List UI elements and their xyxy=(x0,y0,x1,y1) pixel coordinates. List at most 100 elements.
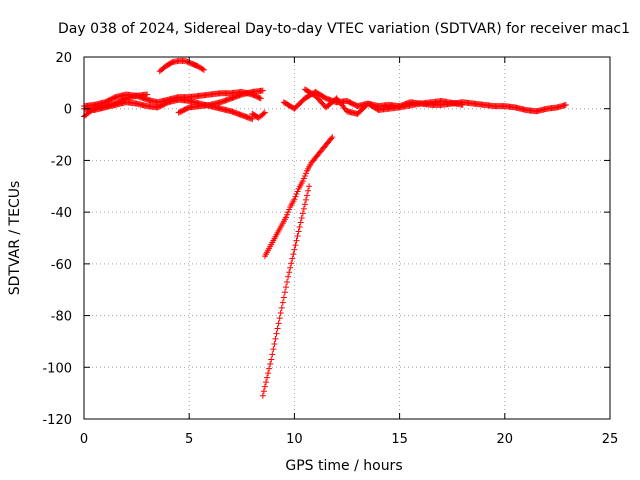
x-axis-label: GPS time / hours xyxy=(285,458,402,474)
data-point xyxy=(181,57,188,64)
data-point xyxy=(262,379,269,386)
data-point xyxy=(291,246,298,253)
data-point xyxy=(293,237,300,244)
plot-frame xyxy=(83,56,611,420)
data-point xyxy=(293,191,300,198)
data-point xyxy=(272,335,279,342)
data-point xyxy=(301,172,308,179)
series-track-drop-b xyxy=(259,183,313,399)
y-tick-label: -20 xyxy=(51,154,72,169)
data-point xyxy=(295,228,302,235)
data-point xyxy=(261,383,268,390)
data-point xyxy=(281,289,288,296)
data-point xyxy=(287,264,294,271)
data-point xyxy=(286,206,293,213)
x-tick-label: 0 xyxy=(80,432,88,447)
x-tick-label: 25 xyxy=(602,432,619,447)
data-point xyxy=(292,242,299,249)
data-point xyxy=(274,325,281,332)
data-point xyxy=(294,188,301,195)
data-point xyxy=(264,374,271,381)
y-tick-label: -120 xyxy=(42,413,72,428)
x-tick-label: 5 xyxy=(185,432,193,447)
chart-title: Day 038 of 2024, Sidereal Day-to-day VTE… xyxy=(58,21,630,37)
data-point xyxy=(294,233,301,240)
data-point xyxy=(301,201,308,208)
series-track-near-zero-c xyxy=(81,91,151,120)
data-point xyxy=(304,192,311,199)
data-point xyxy=(280,294,287,301)
data-point xyxy=(279,299,286,306)
data-point xyxy=(282,214,289,221)
data-point xyxy=(299,210,306,217)
data-point xyxy=(267,361,274,368)
data-point xyxy=(300,175,307,182)
data-point xyxy=(282,284,289,291)
data-point xyxy=(270,346,277,353)
data-point xyxy=(261,109,268,116)
data-point xyxy=(260,110,267,117)
data-point xyxy=(259,392,266,399)
data-point xyxy=(269,351,276,358)
data-point xyxy=(271,341,278,348)
series-track-peak xyxy=(156,57,207,75)
data-point xyxy=(299,178,306,185)
plot-area xyxy=(81,57,569,399)
data-point xyxy=(249,116,256,123)
data-point xyxy=(285,273,292,280)
axes: 0 5 10 15 20 25 20 0 -20 -40 -60 -80 -100 -120 xyxy=(42,51,618,447)
data-point xyxy=(328,135,335,142)
data-point xyxy=(296,224,303,231)
data-point xyxy=(284,278,291,285)
data-point xyxy=(302,196,309,203)
data-point xyxy=(289,255,296,262)
data-point xyxy=(256,94,263,101)
series-track-near-zero-e xyxy=(249,109,268,121)
data-point xyxy=(329,134,336,141)
data-point xyxy=(306,183,313,190)
data-point xyxy=(284,211,291,218)
series-track-afternoon-b xyxy=(301,86,466,117)
series-track-drop-a xyxy=(261,134,336,260)
data-point xyxy=(268,356,275,363)
data-point xyxy=(266,365,273,372)
data-point xyxy=(277,309,284,316)
data-point xyxy=(199,66,206,73)
x-tick-label: 10 xyxy=(286,432,303,447)
data-point xyxy=(276,315,283,322)
data-point xyxy=(183,58,190,65)
series-track-near-zero-d xyxy=(175,87,266,116)
data-point xyxy=(265,370,272,377)
data-point xyxy=(562,101,569,108)
data-point xyxy=(257,95,264,102)
data-point xyxy=(297,219,304,226)
x-tick-label: 20 xyxy=(497,432,514,447)
data-point xyxy=(285,209,292,216)
y-axis-label: SDTVAR / TECUs xyxy=(7,181,23,296)
data-point xyxy=(273,330,280,337)
data-point xyxy=(260,388,267,395)
data-point xyxy=(259,87,266,94)
gridlines xyxy=(84,57,610,419)
y-tick-label: -40 xyxy=(51,206,72,221)
data-point xyxy=(291,196,298,203)
y-tick-label: -60 xyxy=(51,258,72,273)
y-tick-label: 20 xyxy=(55,51,72,66)
y-tick-label: -80 xyxy=(51,310,72,325)
data-point xyxy=(305,187,312,194)
data-point xyxy=(144,91,151,98)
y-tick-label: -100 xyxy=(42,361,72,376)
data-point xyxy=(278,304,285,311)
data-point xyxy=(292,193,299,200)
data-point xyxy=(300,205,307,212)
data-point xyxy=(200,66,207,73)
data-point xyxy=(275,320,282,327)
data-point xyxy=(302,170,309,177)
data-point xyxy=(288,260,295,267)
data-point xyxy=(286,269,293,276)
y-tick-label: 0 xyxy=(64,103,72,118)
data-point xyxy=(290,251,297,258)
x-tick-label: 15 xyxy=(391,432,408,447)
data-point xyxy=(459,101,466,108)
